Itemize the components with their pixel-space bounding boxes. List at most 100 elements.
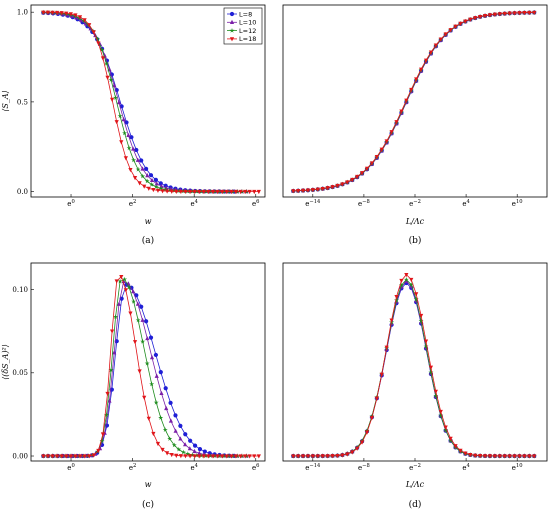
data-point xyxy=(192,189,197,195)
data-point xyxy=(229,454,234,459)
data-point xyxy=(158,181,163,186)
data-point xyxy=(126,132,131,137)
data-point xyxy=(320,186,325,192)
data-point xyxy=(492,12,497,17)
data-point xyxy=(59,11,64,16)
data-point xyxy=(155,188,161,193)
data-point xyxy=(404,272,409,278)
data-point xyxy=(478,14,483,20)
data-point xyxy=(374,155,379,160)
data-point xyxy=(132,176,138,181)
data-point xyxy=(399,109,404,114)
data-point xyxy=(151,187,156,193)
series-line xyxy=(293,274,535,457)
data-point xyxy=(155,441,161,447)
data-point xyxy=(128,168,133,173)
series-line xyxy=(293,12,535,192)
data-point xyxy=(492,454,497,459)
data-point xyxy=(116,301,122,306)
data-point xyxy=(41,454,46,459)
data-point xyxy=(197,450,202,455)
data-point xyxy=(473,453,478,458)
x-tick-label: e2 xyxy=(129,463,136,472)
data-point xyxy=(256,189,261,195)
data-point xyxy=(482,14,488,19)
data-point xyxy=(173,413,178,418)
plot-frame-c xyxy=(30,262,266,462)
x-tick-label: e−2 xyxy=(409,463,421,472)
data-point xyxy=(192,443,198,448)
series-line xyxy=(293,280,535,457)
x-tick-label: e−14 xyxy=(305,199,321,208)
data-point xyxy=(185,188,191,194)
x-tick-label: e4 xyxy=(190,199,198,208)
data-point xyxy=(126,145,132,151)
data-point xyxy=(112,350,117,355)
data-point xyxy=(87,454,92,459)
series-L=18 xyxy=(291,10,537,194)
data-point xyxy=(517,454,522,459)
data-point xyxy=(142,395,147,400)
data-point xyxy=(187,446,192,451)
data-point xyxy=(122,130,128,136)
data-point xyxy=(169,189,174,194)
x-axis-label: L/Λc xyxy=(405,480,425,489)
data-point xyxy=(224,454,229,459)
data-point xyxy=(527,10,532,16)
data-point xyxy=(113,314,119,319)
data-point xyxy=(74,15,79,20)
legend-item: L=18 xyxy=(227,35,256,43)
data-point xyxy=(252,454,257,459)
data-point xyxy=(144,319,149,324)
data-point xyxy=(82,18,87,23)
data-point xyxy=(180,449,186,455)
data-point xyxy=(300,188,306,193)
data-point xyxy=(463,19,468,24)
data-point xyxy=(64,11,69,16)
data-point xyxy=(54,10,60,16)
data-point xyxy=(438,409,443,415)
series-line xyxy=(293,12,535,192)
x-axis-label: L/Λc xyxy=(405,217,425,226)
data-point xyxy=(122,276,128,282)
data-point xyxy=(178,423,183,428)
data-point xyxy=(142,184,147,189)
data-point xyxy=(151,431,156,437)
data-point xyxy=(335,453,340,459)
panel-caption: (d) xyxy=(409,499,422,510)
data-point xyxy=(91,453,96,458)
data-point xyxy=(364,166,370,171)
data-point xyxy=(158,370,163,375)
data-point xyxy=(131,298,137,304)
series-L=18 xyxy=(41,274,261,459)
data-point xyxy=(116,100,122,105)
data-point xyxy=(129,135,134,140)
data-point xyxy=(404,278,409,283)
data-point xyxy=(291,454,296,459)
data-point xyxy=(137,181,142,186)
data-point xyxy=(369,416,375,421)
x-tick-label: e4 xyxy=(462,463,470,472)
data-point xyxy=(198,453,204,458)
data-point xyxy=(512,454,517,459)
data-point xyxy=(105,391,110,396)
data-point xyxy=(325,186,330,191)
legend-marker xyxy=(229,11,235,17)
data-point xyxy=(507,11,512,16)
data-point xyxy=(176,446,182,452)
data-point xyxy=(433,393,439,399)
legend-marker xyxy=(229,28,235,33)
data-point xyxy=(154,373,159,378)
data-point xyxy=(79,17,84,22)
data-point xyxy=(77,15,83,20)
data-point xyxy=(131,289,136,294)
data-point xyxy=(197,446,203,452)
data-point xyxy=(448,28,453,33)
x-tick-label: e0 xyxy=(67,199,74,208)
data-point xyxy=(68,454,73,459)
data-point xyxy=(140,338,146,344)
data-point xyxy=(478,454,483,459)
data-point xyxy=(419,67,424,72)
data-point xyxy=(379,372,384,377)
data-point xyxy=(124,120,129,125)
